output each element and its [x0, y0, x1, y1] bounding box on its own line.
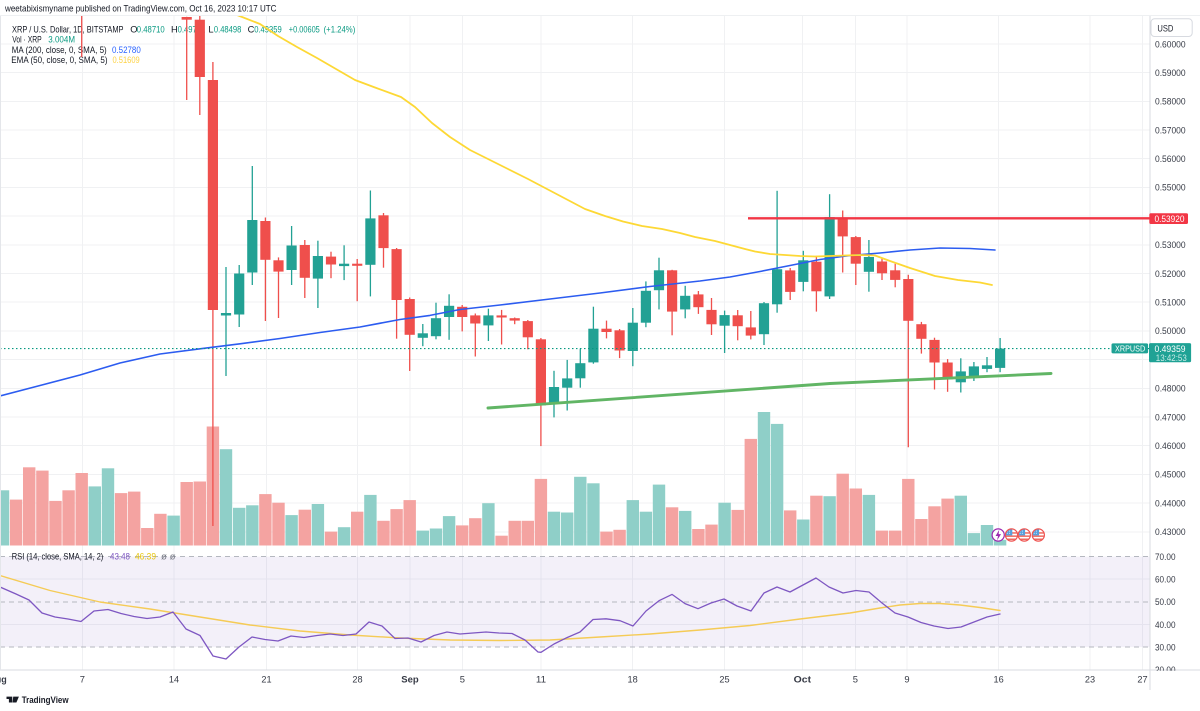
svg-text:40.00: 40.00: [1155, 620, 1176, 630]
svg-text:0.52000: 0.52000: [1155, 269, 1186, 279]
svg-text:25: 25: [719, 674, 729, 685]
svg-text:L: L: [208, 25, 213, 35]
svg-text:28: 28: [352, 674, 362, 685]
svg-text:O: O: [130, 25, 137, 35]
svg-text:9: 9: [904, 674, 909, 685]
svg-text:XRP / U.S. Dollar, 1D, BITSTAM: XRP / U.S. Dollar, 1D, BITSTAMP: [12, 25, 123, 35]
svg-text:7: 7: [80, 674, 85, 685]
svg-text:0.53920: 0.53920: [1155, 214, 1185, 224]
svg-text:46.39: 46.39: [135, 551, 156, 561]
svg-text:ø ø: ø ø: [161, 552, 176, 562]
svg-text:16: 16: [994, 674, 1004, 685]
svg-text:0.55000: 0.55000: [1155, 183, 1186, 193]
svg-text:0.51000: 0.51000: [1155, 298, 1186, 308]
svg-text:+0.00605: +0.00605: [289, 25, 320, 35]
svg-text:0.43000: 0.43000: [1155, 527, 1186, 537]
svg-text:MA (200, close, 0, SMA, 5): MA (200, close, 0, SMA, 5): [12, 45, 107, 55]
svg-text:0.47000: 0.47000: [1155, 412, 1186, 422]
svg-text:(+1.24%): (+1.24%): [324, 25, 356, 35]
svg-text:USD: USD: [1157, 23, 1173, 33]
svg-text:0.45000: 0.45000: [1155, 470, 1186, 480]
svg-text:27: 27: [1137, 674, 1147, 685]
svg-text:0.60000: 0.60000: [1155, 39, 1186, 49]
svg-text:18: 18: [628, 674, 638, 685]
svg-text:0.49701: 0.49701: [178, 25, 206, 35]
svg-text:0.57000: 0.57000: [1155, 125, 1186, 135]
svg-text:0.59000: 0.59000: [1155, 68, 1186, 78]
svg-text:weetabixismyname published on: weetabixismyname published on TradingVie…: [4, 3, 277, 14]
svg-text:50.00: 50.00: [1155, 597, 1176, 607]
svg-text:21: 21: [261, 674, 271, 685]
svg-text:C: C: [248, 25, 255, 35]
svg-text:5: 5: [460, 674, 465, 685]
svg-text:30.00: 30.00: [1155, 642, 1176, 652]
svg-text:Vol · XRP: Vol · XRP: [12, 35, 42, 45]
svg-text:H: H: [171, 25, 178, 35]
svg-text:3.004M: 3.004M: [48, 35, 75, 45]
svg-text:TradingView: TradingView: [22, 694, 69, 705]
svg-text:RSI (14, close, SMA, 14, 2): RSI (14, close, SMA, 14, 2): [12, 551, 104, 561]
svg-text:13:42:53: 13:42:53: [1156, 353, 1187, 363]
svg-text:11: 11: [536, 674, 546, 685]
svg-text:43.48: 43.48: [110, 551, 130, 561]
svg-text:0.46000: 0.46000: [1155, 441, 1186, 451]
svg-text:0.48710: 0.48710: [137, 25, 165, 35]
svg-text:70.00: 70.00: [1155, 552, 1176, 562]
svg-text:0.53000: 0.53000: [1155, 240, 1186, 250]
svg-text:60.00: 60.00: [1155, 575, 1176, 585]
svg-text:Aug: Aug: [0, 674, 7, 685]
svg-text:0.52780: 0.52780: [112, 45, 141, 55]
svg-text:0.49359: 0.49359: [1155, 344, 1186, 354]
svg-text:20.00: 20.00: [1155, 665, 1176, 675]
svg-text:0.48498: 0.48498: [214, 25, 241, 35]
svg-text:Oct: Oct: [794, 674, 811, 685]
svg-text:XRPUSD: XRPUSD: [1115, 343, 1145, 353]
svg-text:0.51609: 0.51609: [113, 55, 140, 65]
svg-text:0.58000: 0.58000: [1155, 97, 1186, 107]
svg-text:EMA (50, close, 0, SMA, 5): EMA (50, close, 0, SMA, 5): [11, 55, 107, 65]
svg-text:0.48000: 0.48000: [1155, 384, 1186, 394]
svg-text:0.44000: 0.44000: [1155, 498, 1186, 508]
svg-text:Sep: Sep: [401, 674, 419, 685]
svg-text:5: 5: [853, 674, 858, 685]
svg-text:0.50000: 0.50000: [1155, 326, 1186, 336]
svg-text:14: 14: [169, 674, 179, 685]
svg-text:0.56000: 0.56000: [1155, 154, 1186, 164]
svg-text:23: 23: [1085, 674, 1095, 685]
